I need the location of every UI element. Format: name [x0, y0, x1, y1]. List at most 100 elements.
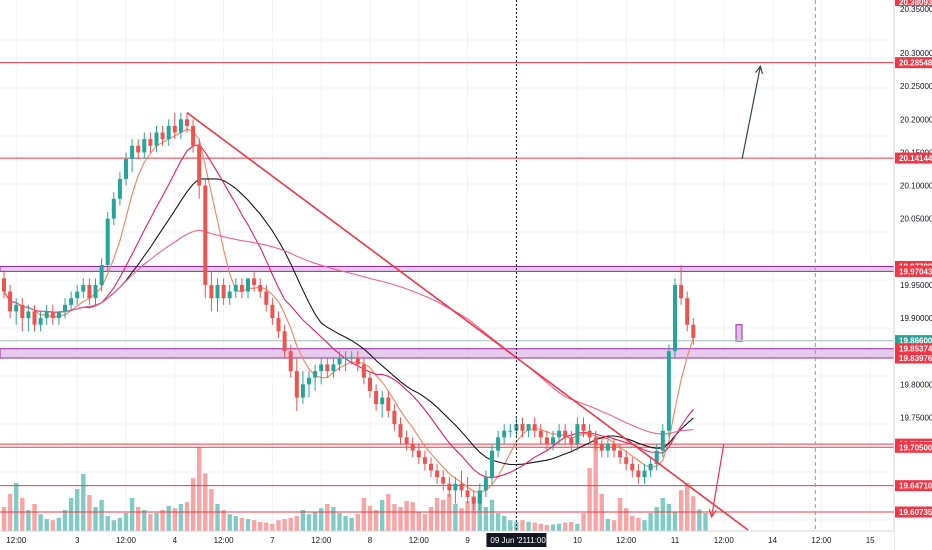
price-axis[interactable]: 20.3000020.2500020.2000020.1500020.10000… [893, 0, 932, 550]
candle-body [587, 430, 592, 438]
volume-bar [355, 514, 360, 531]
price-tick-label: 20.10000 [900, 182, 932, 191]
volume-bar [270, 523, 275, 531]
candle-body [526, 424, 531, 431]
price-tick-label: 19.75000 [900, 413, 932, 422]
time-tick-label: 12:00 [811, 536, 832, 545]
candle-body [233, 284, 238, 292]
candle-body [447, 483, 452, 491]
candle-body [490, 450, 494, 478]
candle-body [14, 304, 19, 312]
volume-bar [38, 514, 43, 531]
candle-body [75, 291, 80, 299]
candle-body [557, 430, 562, 438]
candle-body [325, 364, 330, 372]
volume-bar [136, 507, 141, 531]
candle-body [624, 457, 629, 464]
candle-body [551, 437, 555, 444]
volume-bar [428, 507, 434, 531]
candle-body [514, 424, 519, 431]
candle-body [142, 139, 147, 153]
volume-bar [624, 508, 629, 531]
candle-body [654, 450, 659, 464]
arrow-line [741, 66, 761, 160]
candle-body [648, 463, 653, 471]
volume-bar [178, 504, 184, 531]
volume-bar [373, 510, 379, 531]
volume-bar [508, 520, 513, 531]
arrow-head [755, 64, 764, 75]
candle-body [416, 450, 421, 458]
candle-body [673, 284, 677, 352]
volume-bar [691, 496, 696, 531]
volume-bar [678, 490, 684, 531]
volume-bar [605, 519, 611, 531]
price-tag [895, 152, 932, 164]
volume-bar [81, 474, 86, 531]
volume-bar [495, 513, 501, 531]
candle-body [660, 430, 665, 451]
candle-body [38, 318, 43, 325]
volume-bar [142, 510, 147, 531]
volume-bar [56, 517, 62, 531]
price-tag [895, 335, 932, 347]
candle-body [349, 357, 354, 359]
candle-body [441, 477, 446, 484]
candle-body [111, 198, 116, 219]
price-tag-text: 19.97043 [899, 267, 932, 276]
candle-body [593, 437, 598, 444]
candle-body [459, 483, 464, 491]
volume-bar [392, 504, 397, 531]
volume-bar [575, 523, 580, 531]
volume-bar [459, 508, 464, 531]
price-tag-text: 19.83976 [899, 354, 932, 363]
candle-body [483, 477, 488, 491]
volume-bar [123, 513, 129, 531]
volume-bar [532, 522, 537, 531]
candle-body [502, 430, 507, 438]
candle-body [307, 377, 311, 385]
volume-bar [367, 505, 373, 531]
candle-body [282, 331, 287, 352]
candle-body [166, 125, 171, 140]
candle-body [197, 145, 202, 186]
time-tick-label: 14 [768, 536, 777, 545]
candle-body [374, 390, 379, 405]
time-tick-label: 8 [368, 536, 373, 545]
volume-bar [160, 510, 165, 531]
candle-body [117, 178, 122, 199]
candle-body [679, 284, 684, 299]
time-axis[interactable]: 12:00 3 12:00 4 12:00 7 12:00 8 12:00 9 10 12:00 11 1… [0, 530, 894, 550]
candle-body [246, 278, 250, 292]
volume-bar [129, 498, 135, 531]
volume-bar [50, 520, 55, 531]
time-tick-label: 12:00 [311, 536, 332, 545]
price-zone [0, 348, 895, 359]
volume-bar [343, 516, 348, 531]
volume-bar [331, 507, 336, 531]
volume-bar [233, 516, 238, 531]
volume-bar [325, 504, 330, 531]
volume-bar [288, 517, 293, 531]
time-tick-label: 12:00 [116, 536, 137, 545]
volume-bar [251, 520, 257, 531]
candle-body [319, 364, 324, 372]
volume-bar [581, 513, 586, 531]
price-tick-label: 20.05000 [900, 215, 932, 224]
price-tag [895, 343, 932, 355]
volume-bar [306, 514, 312, 531]
volume-bar [99, 499, 104, 531]
candle-body [569, 437, 574, 444]
volume-bar [68, 498, 74, 531]
volume-bar [361, 498, 367, 531]
candle-body [435, 470, 440, 478]
candle-body [575, 424, 580, 444]
volume-bar [258, 522, 263, 531]
price-tag-top [895, 0, 932, 6]
price-tag-text: 19.60735 [899, 508, 932, 517]
candle-body [581, 424, 586, 431]
volume-bar [380, 499, 385, 531]
candle-body [361, 364, 366, 378]
volume-bar [203, 473, 208, 531]
